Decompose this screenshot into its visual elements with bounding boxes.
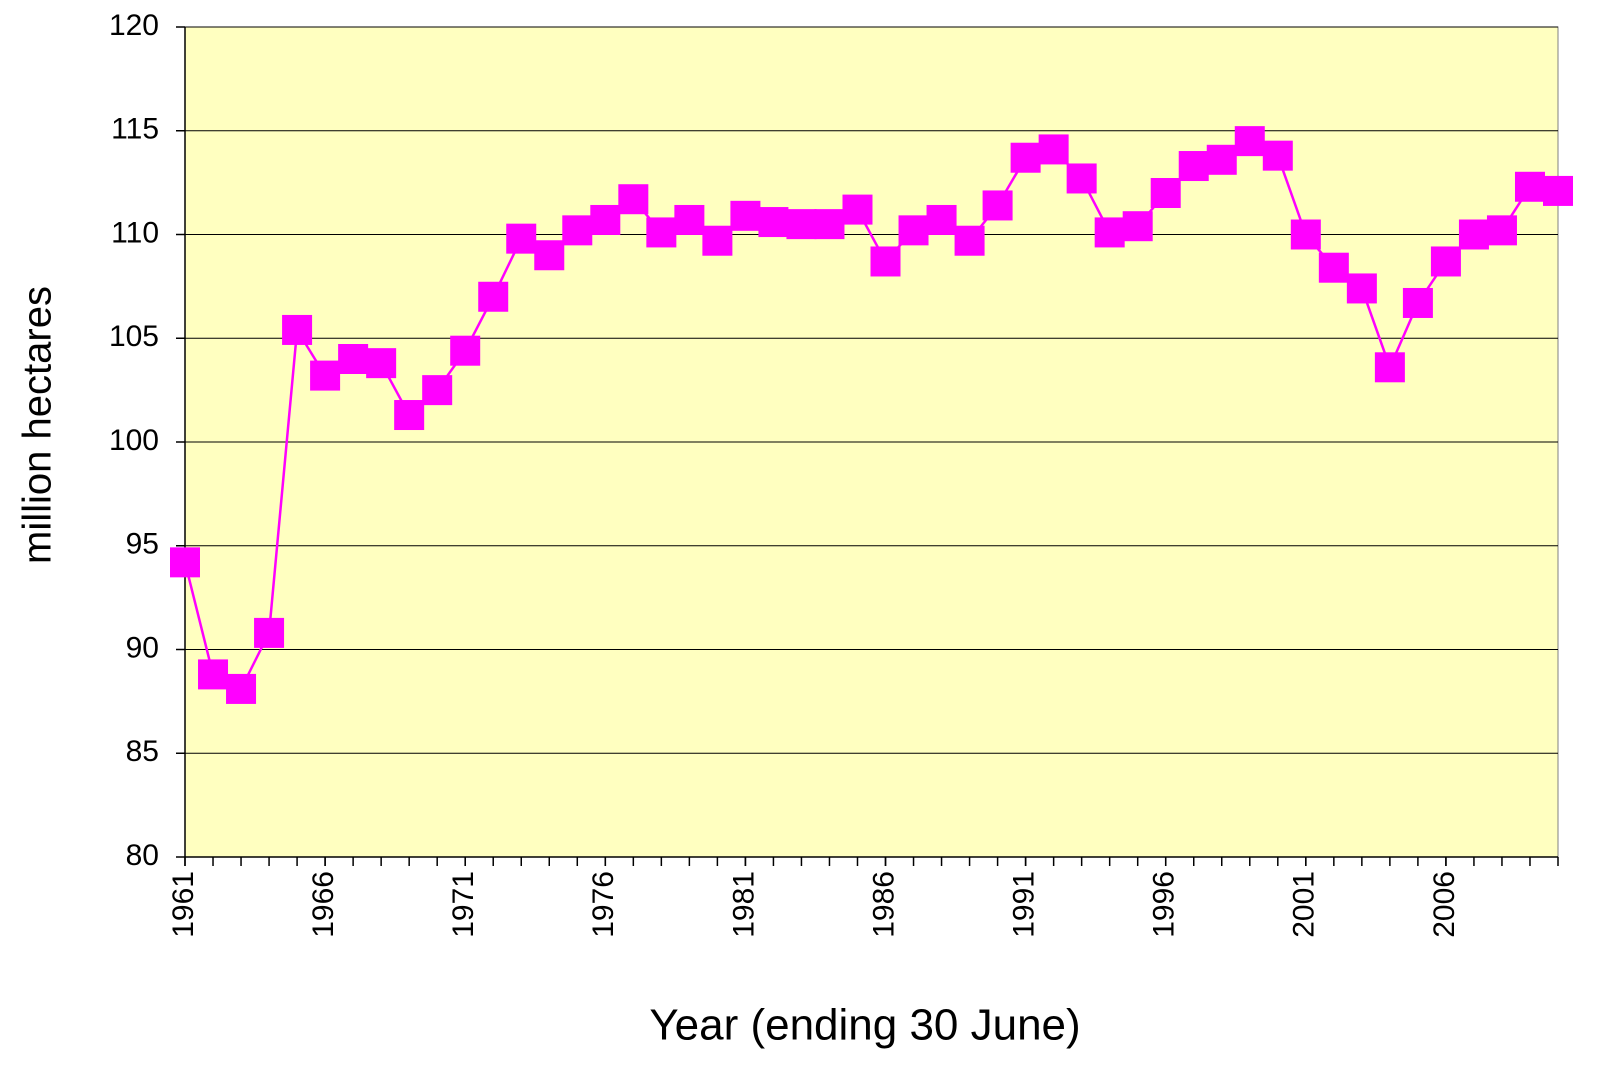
marker [982, 190, 1013, 221]
marker [394, 400, 425, 431]
x-tick-label: 1976 [587, 871, 620, 938]
marker [618, 184, 649, 215]
x-tick-label: 1966 [307, 871, 340, 938]
marker [646, 217, 677, 248]
marker [1486, 215, 1517, 246]
y-tick-label: 95 [126, 528, 159, 561]
y-tick-label: 110 [111, 216, 159, 249]
marker [226, 673, 257, 704]
marker [758, 207, 789, 238]
x-tick-label: 1996 [1148, 871, 1181, 938]
y-tick-label: 100 [109, 424, 159, 457]
marker [1543, 175, 1573, 206]
marker [842, 194, 873, 225]
marker [422, 375, 453, 406]
marker [1066, 163, 1097, 194]
x-tick-label: 1981 [727, 871, 760, 938]
marker [1122, 211, 1153, 242]
marker [870, 246, 901, 277]
marker [282, 314, 313, 345]
x-tick-label: 1986 [867, 871, 900, 938]
marker [450, 335, 481, 366]
marker [1346, 273, 1377, 304]
marker [1150, 178, 1181, 208]
marker [1010, 142, 1041, 173]
marker [730, 200, 761, 231]
marker [1318, 252, 1349, 283]
marker [1290, 219, 1321, 250]
y-tick-label: 90 [126, 631, 159, 664]
marker [674, 204, 705, 235]
x-tick-label: 1991 [1008, 871, 1041, 938]
marker [1514, 171, 1545, 202]
x-axis-title: Year (ending 30 June) [649, 1001, 1080, 1050]
marker [1262, 140, 1293, 171]
marker [926, 204, 957, 235]
marker [1094, 217, 1125, 248]
x-tick-label: 2006 [1428, 871, 1461, 938]
marker [478, 281, 509, 312]
marker [170, 547, 200, 578]
marker [814, 209, 845, 240]
marker [954, 225, 985, 256]
marker [534, 240, 565, 271]
marker [254, 617, 285, 648]
marker [506, 223, 537, 254]
marker [562, 215, 593, 246]
marker [786, 209, 817, 240]
y-tick-label: 105 [109, 320, 159, 353]
y-axis-title: million hectares [16, 286, 60, 564]
marker [310, 360, 341, 391]
y-tick-label: 120 [109, 9, 159, 42]
marker [898, 215, 929, 246]
marker [702, 225, 733, 256]
x-tick-label: 1961 [167, 871, 200, 938]
marker [1374, 352, 1405, 383]
marker [1234, 126, 1265, 157]
marker [1402, 287, 1433, 318]
x-tick-label: 2001 [1288, 871, 1321, 938]
marker [1430, 246, 1461, 277]
marker [590, 204, 621, 235]
marker [1458, 219, 1489, 250]
marker [198, 659, 229, 690]
y-tick-label: 115 [111, 113, 159, 146]
y-tick-label: 85 [126, 735, 159, 768]
marker [338, 344, 369, 374]
marker [1178, 151, 1209, 182]
x-tick-label: 1971 [447, 871, 480, 938]
marker [1038, 134, 1069, 165]
marker [1206, 144, 1237, 175]
y-tick-label: 80 [126, 839, 159, 872]
marker [366, 348, 397, 379]
